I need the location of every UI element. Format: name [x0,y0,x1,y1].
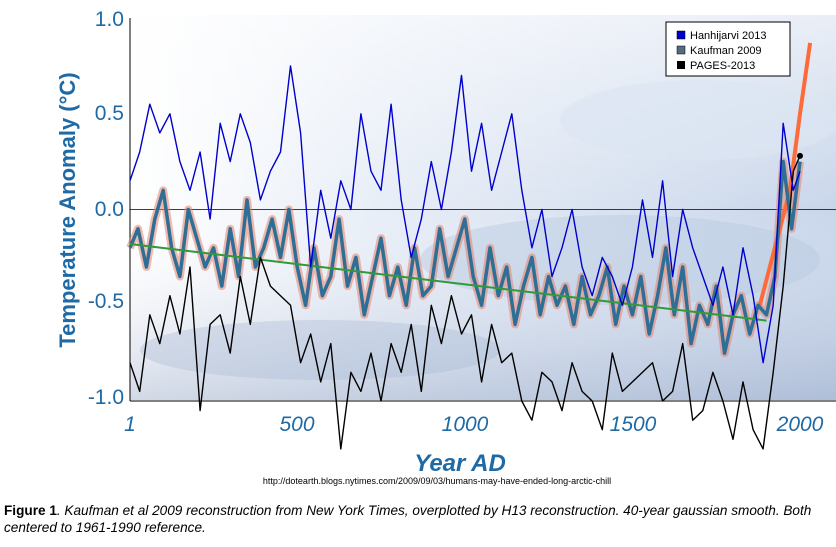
legend: Hanhijarvi 2013 Kaufman 2009 PAGES-2013 [665,21,791,77]
y-tick-labels: 1.0 0.5 0.0 -0.5 -1.0 [88,8,124,409]
legend-label: Kaufman 2009 [690,45,762,57]
series-kaufman-2009 [128,159,802,355]
legend-swatch-pages [677,61,685,69]
y-tick-label: -0.5 [88,290,124,313]
x-axis-title: Year AD [414,450,506,477]
y-tick-label: 1.0 [95,8,124,31]
background-photo [130,15,836,400]
y-axis-title: Temperature Anomaly (°C) [55,72,80,347]
legend-label: PAGES-2013 [690,60,755,72]
series-kaufman-trend [129,243,767,322]
pages-endpoint-marker [797,152,803,159]
legend-swatch-kaufman [676,45,686,55]
x-tick-label: 1000 [442,413,489,436]
figure-caption: Figure 1. Kaufman et al 2009 reconstruct… [4,502,830,536]
y-tick-label: -1.0 [88,386,124,409]
source-url: http://dotearth.blogs.nytimes.com/2009/0… [263,476,611,486]
x-tick-label: 500 [279,413,314,436]
x-tick-labels: 1 500 1000 1500 2000 [124,413,824,436]
chart: Temperature Anomaly (°C) 1.0 0.5 0.0 -0.… [55,8,836,486]
plot-area [126,18,836,450]
legend-swatch-hanhijarvi [676,30,686,40]
x-tick-label: 1 [124,413,136,436]
caption-lead: Figure 1 [4,503,57,518]
x-tick-label: 2000 [776,413,824,436]
y-tick-label: 0.0 [95,198,124,221]
series-hanhijarvi-2013 [129,65,801,364]
x-tick-label: 1500 [610,413,657,436]
caption-body: . Kaufman et al 2009 reconstruction from… [4,503,812,535]
legend-label: Hanhijarvi 2013 [690,30,766,42]
series-pages-2013 [129,155,801,450]
y-tick-label: 0.5 [95,102,124,125]
series-instrumental [757,42,813,306]
